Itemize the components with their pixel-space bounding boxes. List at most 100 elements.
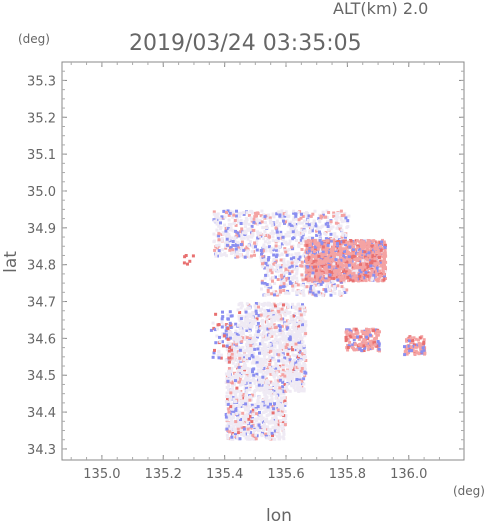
echo-cell <box>258 369 262 373</box>
echo-cell <box>338 289 342 293</box>
echo-cell <box>264 365 268 368</box>
echo-cell <box>318 292 321 296</box>
echo-cell <box>248 437 252 441</box>
echo-cell <box>264 284 267 288</box>
echo-cell <box>250 209 254 213</box>
echo-cell <box>260 352 264 355</box>
echo-cell <box>316 269 320 273</box>
echo-cell <box>211 321 215 325</box>
echo-cell <box>274 224 278 228</box>
echo-cell <box>279 319 283 323</box>
echo-cell <box>246 402 250 406</box>
echo-cell <box>340 240 344 244</box>
echo-cell <box>288 328 292 332</box>
echo-cell <box>354 266 358 270</box>
echo-cell <box>284 267 288 271</box>
echo-cell <box>421 346 425 350</box>
echo-cell <box>269 331 273 335</box>
echo-cell <box>304 371 308 375</box>
echo-cell <box>291 334 295 337</box>
echo-cell <box>258 221 262 225</box>
echo-cell <box>320 277 324 281</box>
echo-cell <box>219 221 222 225</box>
echo-cell <box>291 367 295 371</box>
echo-cell <box>318 253 322 257</box>
echo-cell <box>228 397 232 401</box>
echo-cell <box>355 259 359 263</box>
echo-cell <box>373 254 377 258</box>
echo-cell <box>322 288 326 291</box>
echo-cell <box>333 214 337 218</box>
echo-cell <box>382 265 386 269</box>
echo-cell <box>260 279 264 283</box>
echo-cell <box>245 317 249 321</box>
echo-cell <box>271 235 275 239</box>
echo-cell <box>294 272 298 276</box>
echo-cell <box>291 353 295 357</box>
echo-cell <box>244 216 248 220</box>
echo-cell <box>295 279 299 283</box>
echo-cell <box>280 427 284 431</box>
echo-cell <box>227 235 231 239</box>
echo-cell <box>281 400 285 404</box>
echo-cell <box>234 420 238 424</box>
echo-cell <box>315 276 319 280</box>
echo-cell <box>271 411 275 415</box>
echo-cell <box>283 423 287 427</box>
echo-cell <box>300 364 303 368</box>
echo-cell <box>370 343 374 347</box>
echo-cell <box>240 240 244 244</box>
echo-cell <box>242 365 246 369</box>
echo-cell <box>307 263 311 267</box>
echo-cell <box>280 275 284 279</box>
echo-cell <box>304 237 308 241</box>
echo-cell <box>379 277 383 281</box>
echo-cell <box>299 357 303 361</box>
echo-cell <box>231 384 235 388</box>
echo-cell <box>295 276 299 280</box>
echo-cell <box>236 427 240 431</box>
echo-cell <box>302 252 306 256</box>
echo-cell <box>292 274 296 278</box>
echo-cell <box>238 376 242 380</box>
echo-cell <box>284 338 288 342</box>
echo-cell <box>265 337 269 341</box>
echo-cell <box>239 253 243 257</box>
echo-cell <box>382 255 386 259</box>
echo-cell <box>291 230 295 234</box>
echo-cell <box>291 302 295 306</box>
echo-cell <box>235 412 239 416</box>
echo-cell <box>276 398 280 402</box>
echo-cell <box>263 266 267 270</box>
echo-cell <box>273 318 277 322</box>
echo-cell <box>343 291 347 294</box>
echo-cell <box>325 209 329 213</box>
echo-cell <box>230 236 234 240</box>
echo-cell <box>243 384 247 388</box>
echo-cell <box>232 249 236 253</box>
echo-cell <box>287 372 291 376</box>
echo-cell <box>247 423 251 427</box>
echo-cell <box>280 273 283 277</box>
echo-cell <box>234 432 237 436</box>
echo-cell <box>261 255 265 259</box>
echo-cell <box>239 317 243 321</box>
echo-cell <box>242 363 246 367</box>
echo-cell <box>326 239 330 243</box>
echo-cell <box>251 360 255 364</box>
echo-cell <box>294 215 298 219</box>
echo-cell <box>261 215 265 219</box>
echo-cell <box>236 409 240 413</box>
echo-cell <box>300 276 304 280</box>
echo-cell <box>352 327 356 331</box>
echo-cell <box>298 331 302 335</box>
echo-cell <box>217 243 221 247</box>
echo-cell <box>214 254 218 258</box>
echo-cell <box>315 278 319 282</box>
echo-cell <box>263 358 267 362</box>
echo-cell <box>272 420 276 424</box>
echo-cell <box>302 372 306 376</box>
echo-cell <box>270 419 273 423</box>
echo-cell <box>254 408 258 412</box>
echo-cell <box>268 363 272 366</box>
